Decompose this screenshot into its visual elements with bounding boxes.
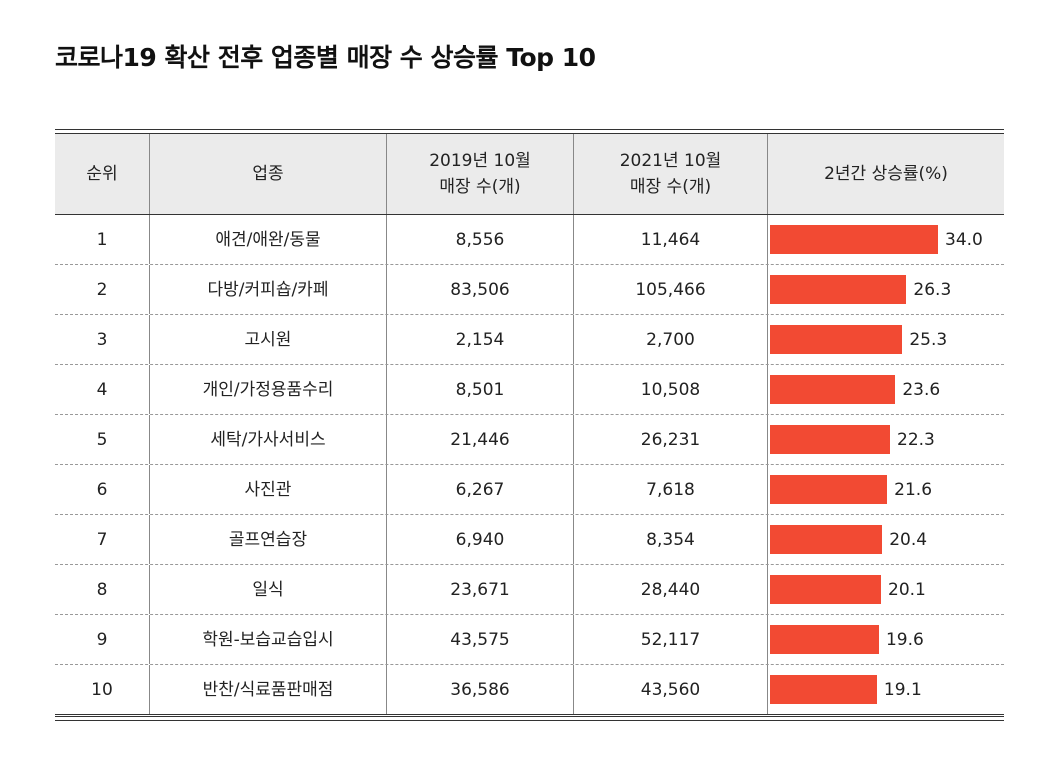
- industry-cell: 고시원: [150, 315, 387, 364]
- count-2019-cell: 23,671: [387, 565, 574, 614]
- rate-cell: 34.0: [768, 215, 1004, 264]
- header-rank: 순위: [55, 134, 150, 214]
- count-2019-cell: 8,501: [387, 365, 574, 414]
- rate-bar: [770, 275, 907, 304]
- rate-bar: [770, 525, 883, 554]
- rate-label: 19.1: [883, 679, 922, 700]
- table-row: 4 개인/가정용품수리 8,501 10,508 23.6: [55, 365, 1004, 415]
- header-industry: 업종: [150, 134, 387, 214]
- industry-cell: 사진관: [150, 465, 387, 514]
- rank-cell: 10: [55, 665, 150, 714]
- count-2021-cell: 26,231: [574, 415, 768, 464]
- count-2019-cell: 83,506: [387, 265, 574, 314]
- rate-label: 26.3: [913, 279, 952, 300]
- rate-cell: 22.3: [768, 415, 1004, 464]
- rate-bar: [770, 475, 888, 504]
- count-2019-cell: 21,446: [387, 415, 574, 464]
- count-2021-cell: 28,440: [574, 565, 768, 614]
- rank-cell: 4: [55, 365, 150, 414]
- rate-cell: 21.6: [768, 465, 1004, 514]
- rate-bar: [770, 375, 896, 404]
- rate-label: 19.6: [885, 629, 924, 650]
- count-2021-cell: 10,508: [574, 365, 768, 414]
- header-2021-line1: 2021년 10월: [619, 151, 722, 171]
- rate-cell: 19.1: [768, 665, 1004, 714]
- rate-bar: [770, 225, 938, 254]
- count-2019-cell: 6,267: [387, 465, 574, 514]
- rank-cell: 9: [55, 615, 150, 664]
- count-2019-cell: 43,575: [387, 615, 574, 664]
- header-2019-line2: 매장 수(개): [439, 177, 521, 197]
- rate-cell: 23.6: [768, 365, 1004, 414]
- table-row: 9 학원-보습교습입시 43,575 52,117 19.6: [55, 615, 1004, 665]
- header-2021-line2: 매장 수(개): [629, 177, 712, 197]
- rate-label: 22.3: [897, 429, 935, 450]
- rate-cell: 20.1: [768, 565, 1004, 614]
- rate-bar: [770, 675, 877, 704]
- rank-cell: 5: [55, 415, 150, 464]
- count-2019-cell: 6,940: [387, 515, 574, 564]
- rate-bar: [770, 325, 903, 354]
- table-row: 2 다방/커피숍/카페 83,506 105,466 26.3: [55, 265, 1004, 315]
- table-row: 3 고시원 2,154 2,700 25.3: [55, 315, 1004, 365]
- rate-label: 20.1: [888, 579, 926, 600]
- top-rule: [55, 129, 1004, 134]
- table-row: 10 반찬/식료품판매점 36,586 43,560 19.1: [55, 665, 1004, 715]
- rate-label: 21.6: [894, 479, 933, 500]
- rate-label: 25.3: [909, 329, 948, 350]
- table-row: 1 애견/애완/동물 8,556 11,464 34.0: [55, 215, 1004, 265]
- count-2019-cell: 2,154: [387, 315, 574, 364]
- rank-cell: 1: [55, 215, 150, 264]
- rate-cell: 26.3: [768, 265, 1004, 314]
- rate-bar: [770, 625, 879, 654]
- chart-title: 코로나19 확산 전후 업종별 매장 수 상승률 Top 10: [55, 43, 596, 72]
- rate-label: 34.0: [945, 229, 983, 250]
- industry-cell: 반찬/식료품판매점: [150, 665, 387, 714]
- count-2021-cell: 105,466: [574, 265, 768, 314]
- industry-cell: 일식: [150, 565, 387, 614]
- count-2021-cell: 7,618: [574, 465, 768, 514]
- rate-label: 23.6: [902, 379, 941, 400]
- industry-cell: 세탁/가사서비스: [150, 415, 387, 464]
- table-row: 8 일식 23,671 28,440 20.1: [55, 565, 1004, 615]
- table-row: 7 골프연습장 6,940 8,354 20.4: [55, 515, 1004, 565]
- count-2021-cell: 2,700: [574, 315, 768, 364]
- rate-bar: [770, 575, 881, 604]
- table-row: 5 세탁/가사서비스 21,446 26,231 22.3: [55, 415, 1004, 465]
- rank-cell: 2: [55, 265, 150, 314]
- table-row: 6 사진관 6,267 7,618 21.6: [55, 465, 1004, 515]
- industry-cell: 학원-보습교습입시: [150, 615, 387, 664]
- rate-cell: 19.6: [768, 615, 1004, 664]
- table-header: 순위 업종 2019년 10월 매장 수(개) 2021년 10월 매장 수(개) …: [55, 134, 1004, 215]
- industry-cell: 애견/애완/동물: [150, 215, 387, 264]
- table-body: 1 애견/애완/동물 8,556 11,464 34.0 2 다방/커피숍/카페 83,506…: [55, 215, 1004, 715]
- count-2021-cell: 43,560: [574, 665, 768, 714]
- count-2019-cell: 8,556: [387, 215, 574, 264]
- ranking-table: 순위 업종 2019년 10월 매장 수(개) 2021년 10월 매장 수(개) …: [55, 129, 1004, 721]
- rank-cell: 8: [55, 565, 150, 614]
- rank-cell: 3: [55, 315, 150, 364]
- rank-cell: 6: [55, 465, 150, 514]
- count-2019-cell: 36,586: [387, 665, 574, 714]
- rate-cell: 20.4: [768, 515, 1004, 564]
- header-rate: 2년간 상승률(%): [824, 164, 948, 184]
- count-2021-cell: 8,354: [574, 515, 768, 564]
- rate-bar: [770, 425, 891, 454]
- industry-cell: 개인/가정용품수리: [150, 365, 387, 414]
- bottom-rule: [55, 716, 1004, 721]
- count-2021-cell: 11,464: [574, 215, 768, 264]
- header-2019-line1: 2019년 10월: [429, 151, 531, 171]
- rate-cell: 25.3: [768, 315, 1004, 364]
- industry-cell: 골프연습장: [150, 515, 387, 564]
- count-2021-cell: 52,117: [574, 615, 768, 664]
- rate-label: 20.4: [889, 529, 928, 550]
- rank-cell: 7: [55, 515, 150, 564]
- industry-cell: 다방/커피숍/카페: [150, 265, 387, 314]
